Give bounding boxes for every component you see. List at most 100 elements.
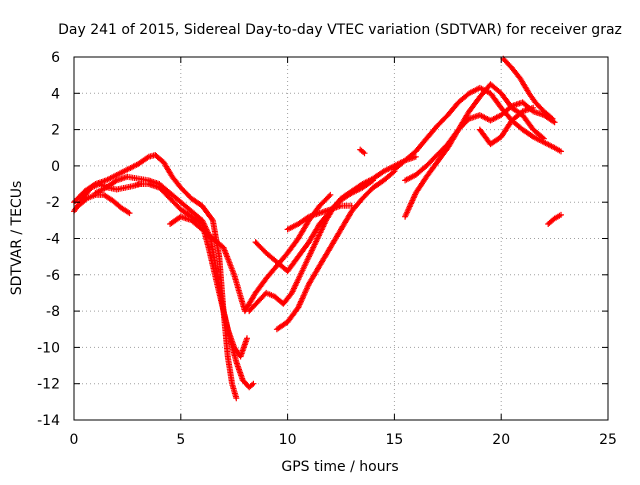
- data-point: [489, 143, 492, 146]
- data-point: [201, 219, 204, 222]
- data-point: [233, 273, 236, 276]
- data-point: [214, 273, 216, 276]
- y-tick-label: -12: [37, 377, 60, 393]
- data-point: [446, 146, 449, 149]
- data-point: [297, 237, 300, 240]
- data-point: [478, 114, 481, 116]
- data-point: [286, 270, 289, 273]
- data-point: [502, 57, 505, 60]
- y-tick-label: -14: [37, 413, 60, 429]
- y-tick-label: 0: [51, 159, 60, 175]
- data-point: [489, 92, 492, 95]
- data-point: [286, 228, 289, 231]
- data-point: [105, 186, 107, 189]
- data-point: [158, 186, 161, 189]
- data-point: [241, 379, 244, 381]
- data-point: [468, 110, 471, 113]
- data-point: [286, 321, 289, 323]
- data-point: [265, 252, 268, 254]
- data-point: [500, 106, 503, 109]
- data-point: [115, 188, 118, 191]
- data-point: [190, 215, 193, 218]
- data-point: [94, 183, 97, 185]
- data-point: [226, 328, 229, 331]
- data-point: [404, 159, 406, 162]
- data-point: [372, 186, 374, 189]
- data-point: [478, 86, 481, 89]
- data-point: [77, 204, 80, 207]
- data-point: [308, 219, 310, 222]
- data-point: [329, 246, 332, 249]
- data-point: [361, 197, 364, 200]
- data-point: [211, 219, 214, 222]
- chart-title: Day 241 of 2015, Sidereal Day-to-day VTE…: [58, 22, 622, 38]
- data-point: [207, 246, 210, 249]
- data-point: [235, 361, 238, 363]
- data-point: [147, 183, 150, 185]
- data-point: [425, 175, 428, 178]
- data-point: [190, 197, 193, 200]
- data-point: [468, 117, 471, 120]
- data-point: [297, 306, 300, 309]
- data-series: [273, 168, 398, 333]
- data-point: [340, 204, 342, 207]
- data-point: [519, 77, 522, 80]
- data-point: [308, 241, 310, 244]
- x-axis-label: GPS time / hours: [281, 459, 398, 475]
- data-point: [393, 168, 396, 171]
- data-point: [436, 125, 439, 127]
- data-point: [243, 310, 246, 312]
- data-point: [393, 165, 396, 167]
- data-point: [510, 106, 513, 109]
- data-point: [414, 174, 417, 176]
- data-point: [220, 301, 223, 303]
- data-point: [137, 163, 139, 165]
- data-series: [545, 211, 564, 227]
- data-point: [457, 128, 460, 131]
- data-point: [510, 66, 513, 69]
- data-point: [124, 186, 127, 189]
- data-point: [350, 192, 353, 195]
- data-point: [318, 223, 321, 225]
- y-tick-label: -8: [46, 304, 60, 320]
- data-series: [500, 55, 556, 122]
- y-tick-label: 4: [51, 86, 60, 102]
- data-point: [350, 210, 353, 213]
- data-point: [329, 194, 332, 196]
- data-point: [382, 179, 385, 182]
- data-point: [297, 255, 300, 258]
- data-point: [137, 183, 139, 185]
- data-point: [276, 328, 278, 331]
- data-point: [147, 155, 150, 158]
- data-point: [521, 128, 524, 131]
- data-point: [126, 175, 129, 178]
- data-point: [414, 155, 417, 158]
- data-point: [239, 355, 242, 358]
- y-axis-label: SDTVAR / TECUs: [9, 181, 25, 296]
- data-point: [340, 228, 342, 231]
- data-point: [521, 114, 524, 116]
- data-point: [478, 96, 481, 98]
- data-point: [446, 114, 449, 116]
- data-point: [489, 119, 492, 122]
- data-point: [246, 337, 248, 340]
- axis-layer: 0 5 10 15 20 25 -14 -12 -10 -8 -6 -4 -2 0 2 4 6: [37, 50, 617, 448]
- data-point: [190, 219, 193, 222]
- data-point: [254, 241, 257, 244]
- data-point: [128, 212, 131, 214]
- data-point: [361, 183, 364, 185]
- data-point: [436, 161, 439, 164]
- data-point: [521, 101, 524, 104]
- data-point: [226, 355, 229, 358]
- data-point: [120, 206, 122, 209]
- data-point: [489, 83, 492, 86]
- data-point: [248, 310, 251, 312]
- data-point: [361, 186, 364, 189]
- data-series: [476, 104, 537, 148]
- y-tick-label: -6: [46, 268, 60, 284]
- data-point: [547, 223, 550, 225]
- x-tick-label: 20: [492, 432, 510, 448]
- data-point: [532, 106, 535, 109]
- data-point: [404, 179, 406, 182]
